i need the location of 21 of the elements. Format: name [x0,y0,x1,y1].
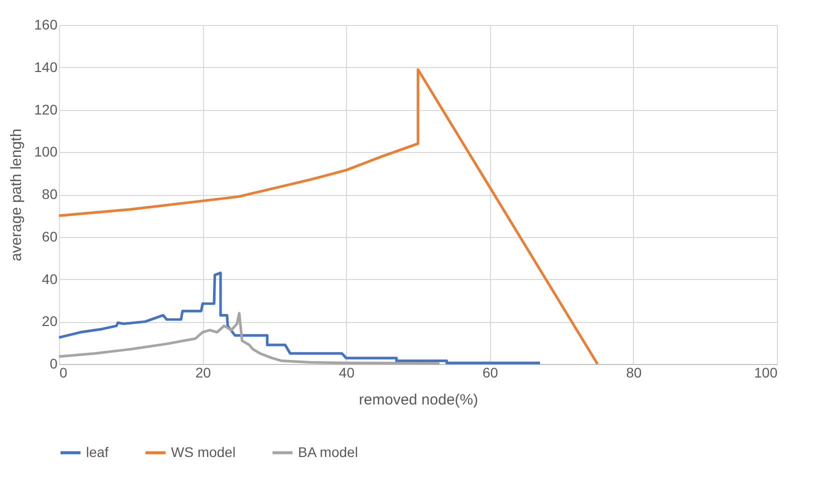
y-tick-label: 100 [34,144,58,160]
y-axis-title: average path length [8,128,26,262]
y-tick-label: 120 [34,101,58,118]
x-axis-title: removed node(%) [358,392,478,408]
line-series [58,68,599,366]
legend-label: BA model [298,444,358,460]
legend-label: leaf [86,444,109,460]
y-tick-label: 160 [34,16,58,32]
line-series [58,312,441,365]
y-tick-label: 60 [42,228,58,244]
line-series [58,272,542,364]
x-tick-label: 100 [754,364,778,380]
x-tick-label: 20 [195,364,212,380]
y-tick-label: 40 [42,270,58,287]
x-tick-label: 60 [482,364,498,380]
y-tick-label: 140 [34,58,58,75]
y-tick-label: 20 [42,313,58,330]
x-tick-label: 80 [626,364,642,380]
x-tick-label: 40 [338,364,355,380]
y-tick-label: 80 [42,186,58,202]
legend-label: WS model [171,444,236,460]
